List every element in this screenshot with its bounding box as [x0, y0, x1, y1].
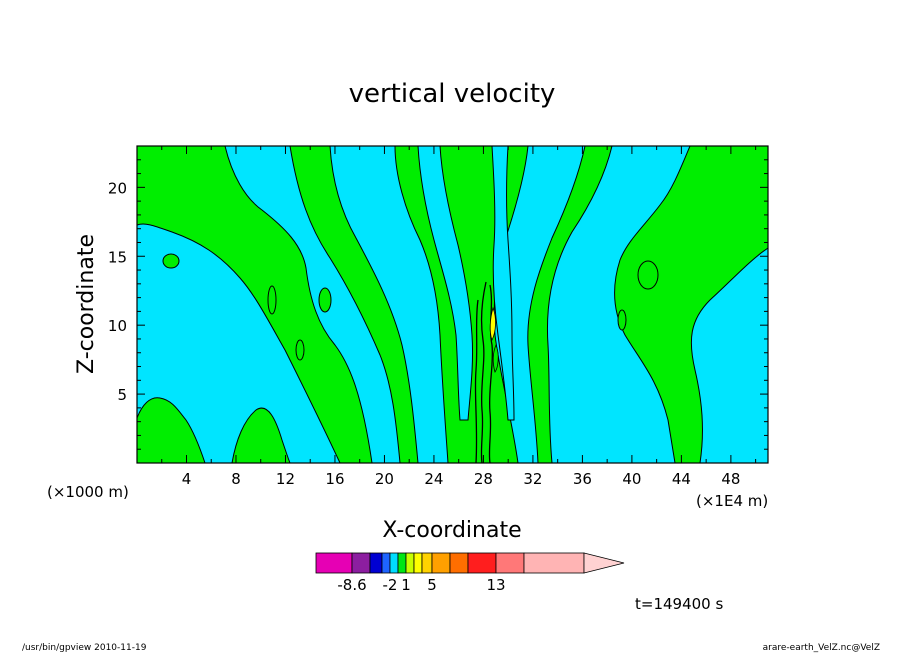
x-tick-label: 8: [231, 470, 241, 488]
x-axis: 4 8 12 16 20 24 28 32 36 40 44 48: [161, 146, 757, 488]
colorbar-tick-label: 5: [427, 576, 437, 594]
colorbar-segment: [405, 552, 415, 574]
colorbar-segment: [421, 552, 433, 574]
x-tick-label: 4: [182, 470, 192, 488]
colorbar-segment: [413, 552, 423, 574]
x-tick-label: 32: [523, 470, 542, 488]
updraft-core: [480, 281, 487, 463]
colorbar-segment: [449, 552, 469, 574]
colorbar-segment: [381, 552, 391, 574]
plot-frame: [136, 145, 769, 464]
x-axis-label: X-coordinate: [382, 518, 521, 543]
x-tick-label: 36: [573, 470, 592, 488]
updraft-core: [474, 299, 479, 463]
x-tick-label: 12: [276, 470, 295, 488]
colorbar-tick-label: -2: [383, 576, 398, 594]
y-tick-label: 10: [108, 317, 127, 335]
colorbar: [315, 552, 625, 574]
positive-region: [137, 146, 373, 463]
positive-region: [617, 309, 627, 331]
positive-region: [637, 260, 659, 290]
x-tick-label: 40: [622, 470, 641, 488]
footer-right: arare-earth_VelZ.nc@VelZ: [763, 643, 880, 653]
colorbar-segment: [467, 552, 497, 574]
x-tick-label: 28: [474, 470, 493, 488]
colorbar-segment: [315, 552, 353, 574]
x-tick-label: 24: [424, 470, 443, 488]
y-tick-label: 5: [117, 386, 127, 404]
positive-region: [318, 287, 332, 313]
positive-region: [162, 253, 180, 269]
x-tick-label: 20: [375, 470, 394, 488]
negative-region: [417, 146, 474, 421]
y-tick-label: 20: [108, 179, 127, 197]
y-tick-label: 15: [108, 248, 127, 266]
positive-region: [295, 339, 305, 361]
colorbar-segment: [397, 552, 407, 574]
x-tick-label: 48: [721, 470, 740, 488]
footer-left: /usr/bin/gpview 2010-11-19: [22, 643, 147, 653]
negative-region: [329, 146, 449, 463]
colorbar-segment: [495, 552, 525, 574]
colorbar-segment: [351, 552, 371, 574]
positive-region: [614, 146, 768, 463]
updraft-core: [489, 306, 496, 342]
contour-field: [137, 146, 768, 463]
positive-region: [231, 407, 291, 463]
positive-region: [137, 397, 206, 463]
x-tick-label: 44: [672, 470, 691, 488]
time-label: t=149400 s: [635, 595, 723, 613]
colorbar-tick-label: 1: [401, 576, 411, 594]
colorbar-segment: [369, 552, 383, 574]
updraft-core: [492, 343, 499, 373]
x-unit-left: (×1000 m): [47, 483, 129, 501]
colorbar-segment: [389, 552, 399, 574]
colorbar-segment: [431, 552, 451, 574]
colorbar-labels: -8.6 -2 1 5 13: [337, 576, 505, 594]
negative-region: [491, 146, 515, 421]
y-axis: 5 10 15 20: [108, 159, 768, 450]
colorbar-tick-label: 13: [486, 576, 505, 594]
x-tick-label: 16: [325, 470, 344, 488]
colorbar-tick-label: -8.6: [337, 576, 366, 594]
positive-region: [267, 285, 277, 315]
x-unit-right: (×1E4 m): [696, 492, 768, 510]
y-axis-label: Z-coordinate: [74, 234, 99, 374]
chart-title: vertical velocity: [349, 79, 556, 109]
colorbar-segment: [523, 552, 585, 574]
colorbar-extend-arrow: [583, 552, 625, 574]
